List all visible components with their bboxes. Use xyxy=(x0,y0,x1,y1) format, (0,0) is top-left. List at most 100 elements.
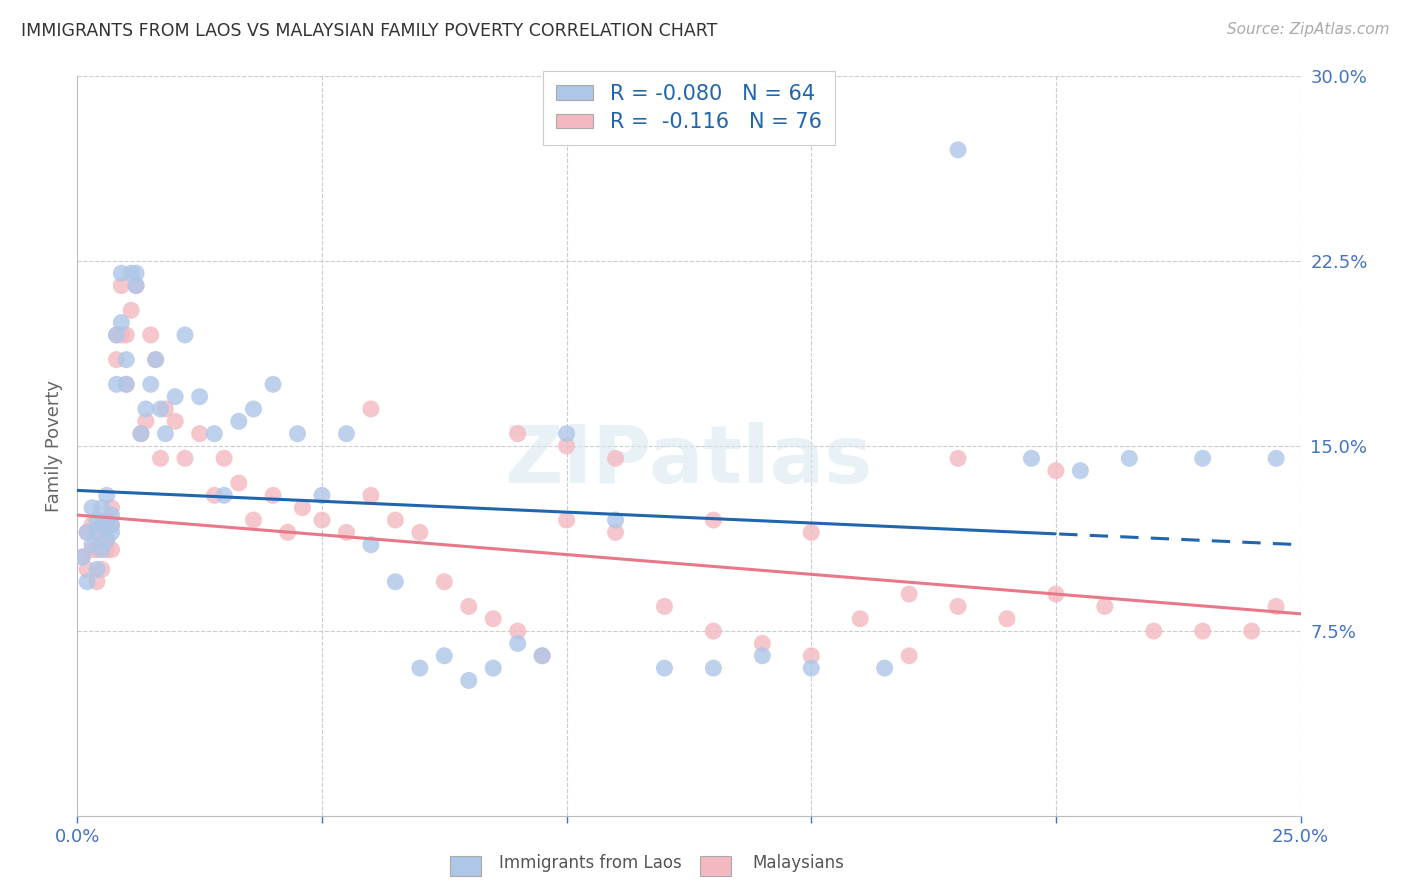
Point xyxy=(115,377,138,392)
Point xyxy=(125,278,148,293)
Point xyxy=(1021,451,1043,466)
Point xyxy=(145,352,167,367)
Point xyxy=(1045,587,1067,601)
Point xyxy=(849,612,872,626)
Point xyxy=(202,426,225,441)
Point xyxy=(1191,451,1213,466)
Text: IMMIGRANTS FROM LAOS VS MALAYSIAN FAMILY POVERTY CORRELATION CHART: IMMIGRANTS FROM LAOS VS MALAYSIAN FAMILY… xyxy=(21,22,717,40)
Point xyxy=(228,475,250,490)
Point xyxy=(335,426,357,441)
Point xyxy=(155,401,177,416)
Point xyxy=(96,542,118,557)
Point xyxy=(1118,451,1140,466)
Point xyxy=(506,624,529,639)
Point xyxy=(110,316,132,330)
Point xyxy=(86,574,108,589)
Legend: R = -0.080   N = 64, R =  -0.116   N = 76: R = -0.080 N = 64, R = -0.116 N = 76 xyxy=(543,71,835,145)
Point xyxy=(1265,451,1288,466)
Point xyxy=(120,266,142,280)
Point xyxy=(80,542,103,557)
Point xyxy=(155,426,177,441)
Point xyxy=(1265,599,1288,614)
Point xyxy=(360,401,382,416)
Point xyxy=(100,525,122,540)
Point xyxy=(165,414,187,428)
Point xyxy=(751,636,773,650)
Point xyxy=(555,426,578,441)
Point xyxy=(800,661,823,675)
Point xyxy=(335,525,357,540)
Point xyxy=(139,377,162,392)
Point xyxy=(605,513,627,527)
Point xyxy=(115,377,138,392)
Point xyxy=(898,587,921,601)
Point xyxy=(409,525,432,540)
Point xyxy=(384,574,406,589)
Text: Immigrants from Laos: Immigrants from Laos xyxy=(499,855,682,872)
Point xyxy=(506,636,529,650)
Point xyxy=(86,542,108,557)
Point xyxy=(80,500,103,515)
Point xyxy=(76,574,98,589)
Point xyxy=(110,327,132,342)
Point xyxy=(212,488,235,502)
Point xyxy=(96,533,118,547)
Point xyxy=(110,266,132,280)
Point xyxy=(165,390,187,404)
Point xyxy=(482,661,505,675)
Point xyxy=(86,513,108,527)
Point xyxy=(506,426,529,441)
Point xyxy=(96,513,118,527)
Point xyxy=(800,648,823,663)
Point xyxy=(86,525,108,540)
Point xyxy=(100,500,122,515)
Point xyxy=(100,508,122,522)
Point xyxy=(80,538,103,552)
Point xyxy=(654,599,676,614)
Point xyxy=(70,549,93,565)
Point xyxy=(1069,464,1091,478)
Point xyxy=(125,266,148,280)
Point xyxy=(654,661,676,675)
Text: Source: ZipAtlas.com: Source: ZipAtlas.com xyxy=(1226,22,1389,37)
Point xyxy=(531,648,554,663)
Point xyxy=(129,426,152,441)
Point xyxy=(946,143,969,157)
Y-axis label: Family Poverty: Family Poverty xyxy=(45,380,63,512)
Point xyxy=(100,542,122,557)
Point xyxy=(1045,464,1067,478)
Point xyxy=(702,624,724,639)
Point xyxy=(86,562,108,576)
Point xyxy=(105,327,128,342)
Point xyxy=(96,533,118,547)
Point xyxy=(555,439,578,453)
Point xyxy=(433,648,456,663)
Point xyxy=(311,488,333,502)
Point xyxy=(800,525,823,540)
Text: ZIPatlas: ZIPatlas xyxy=(505,422,873,500)
Point xyxy=(1191,624,1213,639)
Point xyxy=(105,327,128,342)
Point xyxy=(70,549,93,565)
Point xyxy=(262,377,284,392)
Point xyxy=(139,327,162,342)
Point xyxy=(129,426,152,441)
Point xyxy=(409,661,432,675)
Point xyxy=(110,278,132,293)
Point xyxy=(873,661,896,675)
Point xyxy=(174,327,197,342)
Point xyxy=(898,648,921,663)
Point xyxy=(86,525,108,540)
Point xyxy=(482,612,505,626)
Point xyxy=(188,426,211,441)
Point xyxy=(946,451,969,466)
Point xyxy=(135,401,157,416)
Point xyxy=(174,451,197,466)
Point xyxy=(90,518,112,533)
Point xyxy=(149,451,172,466)
Point xyxy=(702,513,724,527)
Point xyxy=(242,513,264,527)
Point xyxy=(291,500,314,515)
Point xyxy=(360,538,382,552)
Point xyxy=(262,488,284,502)
